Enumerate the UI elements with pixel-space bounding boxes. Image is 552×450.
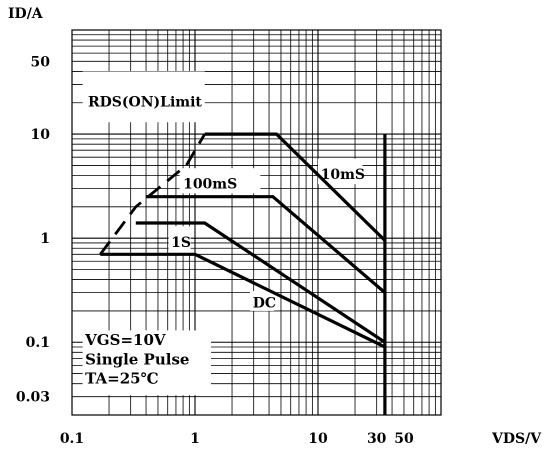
condition-ta: TA=25℃ <box>85 370 158 388</box>
x-tick-label: 0.1 <box>60 431 84 447</box>
label-100ms: 100mS <box>183 177 237 193</box>
plot-frame <box>71 29 442 416</box>
label-dc: DC <box>253 296 276 312</box>
condition-vgs: VGS=10V <box>84 331 166 349</box>
series-dc-line <box>100 252 386 349</box>
x-tick-label: 30 <box>367 431 387 447</box>
series-100ms-line <box>146 195 386 294</box>
y-tick-label: 1 <box>40 231 50 247</box>
y-tick-labels: 0.03 0.1 1 10 50 <box>16 54 50 405</box>
x-tick-label: 50 <box>394 431 414 447</box>
label-1s: 1S <box>171 235 191 251</box>
y-axis-label: ID/A <box>8 6 44 22</box>
label-10ms: 10mS <box>321 167 365 183</box>
label-100ms-box <box>179 168 261 194</box>
series-10ms-line <box>204 132 387 242</box>
series-rds-on-limit-line <box>99 133 206 256</box>
label-1s-box <box>168 226 191 254</box>
conditions-box <box>82 330 212 396</box>
x-tick-label: 10 <box>308 431 328 447</box>
rds-limit-box <box>82 71 205 123</box>
condition-single-pulse: Single Pulse <box>85 351 189 369</box>
rds-limit-label: RDS(ON)Limit <box>88 94 202 110</box>
y-tick-label: 0.1 <box>26 335 50 351</box>
series-1s-line <box>135 221 386 344</box>
y-tick-label: 10 <box>31 127 51 143</box>
label-dc-box <box>250 291 275 311</box>
x-axis-label: VDS/V <box>491 431 542 447</box>
y-tick-label: 0.03 <box>16 390 50 406</box>
series-group <box>99 132 387 415</box>
y-tick-label: 50 <box>31 54 51 70</box>
x-tick-labels: 0.1 1 10 30 50 <box>60 431 414 447</box>
x-tick-label: 1 <box>190 431 200 447</box>
